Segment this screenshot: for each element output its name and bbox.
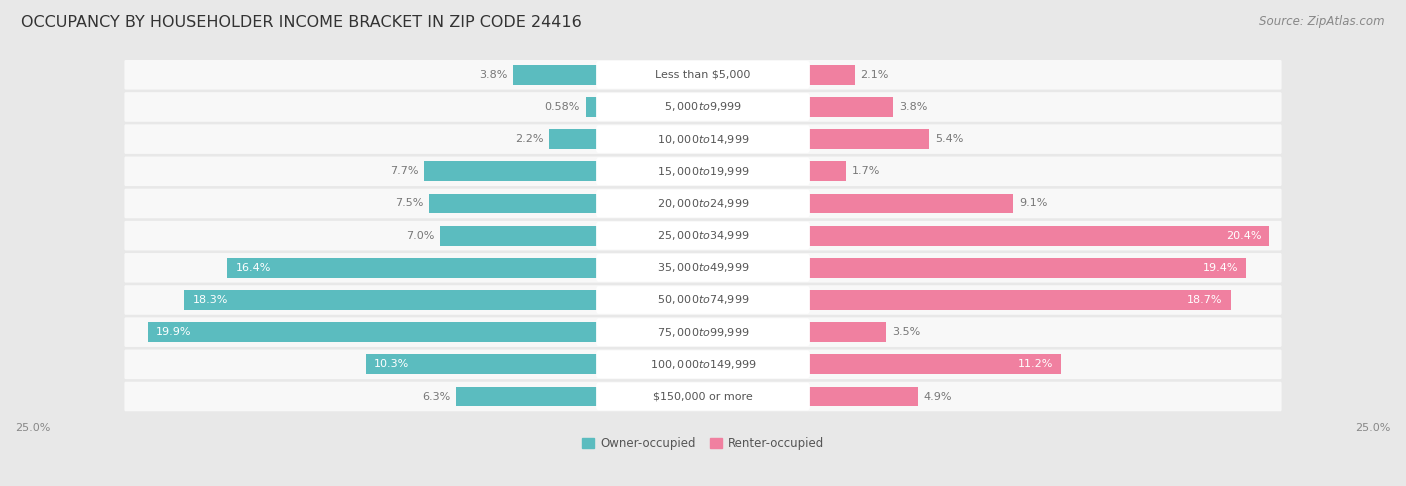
FancyBboxPatch shape [124, 189, 1282, 218]
FancyBboxPatch shape [596, 254, 810, 282]
Text: 5.4%: 5.4% [935, 134, 963, 144]
Text: 18.3%: 18.3% [193, 295, 228, 305]
Legend: Owner-occupied, Renter-occupied: Owner-occupied, Renter-occupied [578, 433, 828, 455]
FancyBboxPatch shape [596, 93, 810, 121]
Bar [807, 322, 886, 342]
Text: $5,000 to $9,999: $5,000 to $9,999 [664, 101, 742, 113]
Text: 11.2%: 11.2% [1018, 359, 1053, 369]
Bar [807, 386, 918, 406]
Text: 4.9%: 4.9% [924, 392, 952, 401]
Bar [807, 290, 1230, 310]
Text: 10.3%: 10.3% [374, 359, 409, 369]
FancyBboxPatch shape [124, 60, 1282, 89]
Bar [807, 226, 1270, 245]
Text: 2.1%: 2.1% [860, 70, 889, 80]
Text: 19.4%: 19.4% [1204, 263, 1239, 273]
Bar [184, 290, 599, 310]
Text: 3.8%: 3.8% [478, 70, 508, 80]
FancyBboxPatch shape [124, 349, 1282, 379]
Bar [807, 65, 855, 85]
Bar [548, 129, 599, 149]
Text: $20,000 to $24,999: $20,000 to $24,999 [657, 197, 749, 210]
Bar [148, 322, 599, 342]
Text: 16.4%: 16.4% [235, 263, 271, 273]
FancyBboxPatch shape [596, 318, 810, 346]
Text: $15,000 to $19,999: $15,000 to $19,999 [657, 165, 749, 178]
FancyBboxPatch shape [596, 286, 810, 314]
FancyBboxPatch shape [124, 253, 1282, 283]
Text: 3.5%: 3.5% [891, 327, 921, 337]
FancyBboxPatch shape [596, 382, 810, 410]
FancyBboxPatch shape [596, 222, 810, 249]
Text: 7.5%: 7.5% [395, 198, 423, 208]
Text: $150,000 or more: $150,000 or more [654, 392, 752, 401]
FancyBboxPatch shape [596, 190, 810, 217]
Text: 1.7%: 1.7% [851, 166, 880, 176]
Text: OCCUPANCY BY HOUSEHOLDER INCOME BRACKET IN ZIP CODE 24416: OCCUPANCY BY HOUSEHOLDER INCOME BRACKET … [21, 15, 582, 30]
Text: $25,000 to $34,999: $25,000 to $34,999 [657, 229, 749, 242]
FancyBboxPatch shape [124, 317, 1282, 347]
Bar [456, 386, 599, 406]
Bar [807, 193, 1014, 213]
Text: $10,000 to $14,999: $10,000 to $14,999 [657, 133, 749, 146]
Text: 20.4%: 20.4% [1226, 231, 1261, 241]
FancyBboxPatch shape [124, 382, 1282, 411]
Bar [366, 354, 599, 374]
Text: Less than $5,000: Less than $5,000 [655, 70, 751, 80]
Bar [429, 193, 599, 213]
Bar [807, 161, 845, 181]
Text: 2.2%: 2.2% [515, 134, 543, 144]
Bar [807, 354, 1060, 374]
Bar [440, 226, 599, 245]
FancyBboxPatch shape [124, 156, 1282, 186]
Bar [807, 129, 929, 149]
Text: 6.3%: 6.3% [422, 392, 450, 401]
Text: $75,000 to $99,999: $75,000 to $99,999 [657, 326, 749, 339]
Bar [228, 258, 599, 278]
Bar [425, 161, 599, 181]
FancyBboxPatch shape [124, 124, 1282, 154]
Bar [513, 65, 599, 85]
FancyBboxPatch shape [596, 350, 810, 378]
Text: Source: ZipAtlas.com: Source: ZipAtlas.com [1260, 15, 1385, 28]
Text: 3.8%: 3.8% [898, 102, 928, 112]
Text: $100,000 to $149,999: $100,000 to $149,999 [650, 358, 756, 371]
Bar [807, 97, 893, 117]
Text: 7.7%: 7.7% [391, 166, 419, 176]
Text: $35,000 to $49,999: $35,000 to $49,999 [657, 261, 749, 274]
Text: 7.0%: 7.0% [406, 231, 434, 241]
FancyBboxPatch shape [124, 92, 1282, 122]
Text: 9.1%: 9.1% [1019, 198, 1047, 208]
Bar [807, 258, 1247, 278]
Text: 0.58%: 0.58% [544, 102, 581, 112]
Text: 18.7%: 18.7% [1187, 295, 1223, 305]
FancyBboxPatch shape [124, 221, 1282, 250]
Text: $50,000 to $74,999: $50,000 to $74,999 [657, 294, 749, 307]
Text: 19.9%: 19.9% [156, 327, 191, 337]
Bar [586, 97, 599, 117]
FancyBboxPatch shape [596, 61, 810, 88]
FancyBboxPatch shape [596, 125, 810, 153]
FancyBboxPatch shape [596, 157, 810, 185]
FancyBboxPatch shape [124, 285, 1282, 315]
